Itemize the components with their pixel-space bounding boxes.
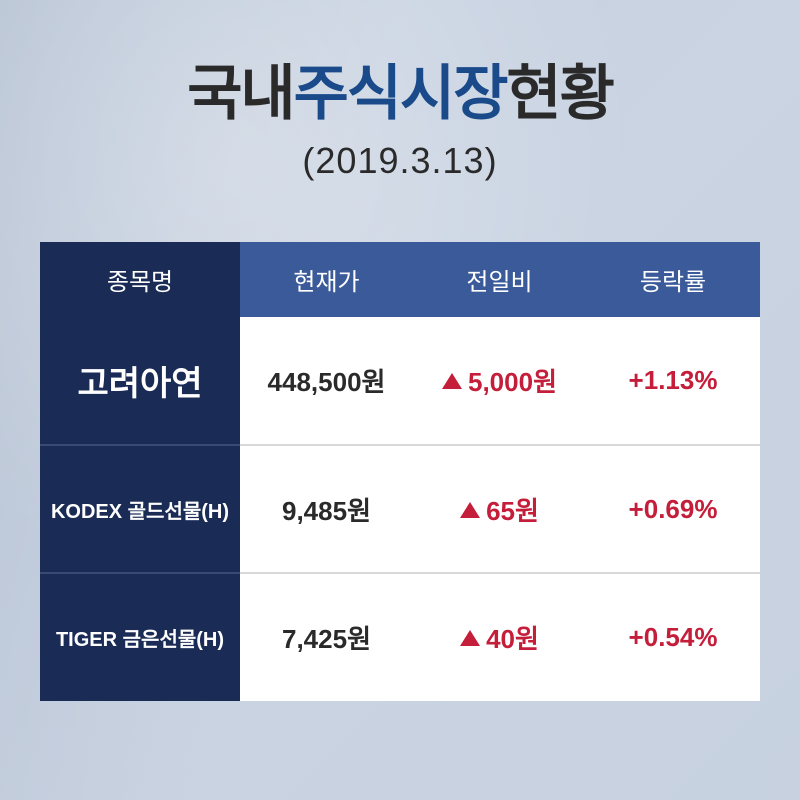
stock-table: 종목명 현재가 전일비 등락률 고려아연 448,500원 5,000원 +1.… [40, 242, 760, 701]
stock-name: 고려아연 [40, 317, 240, 445]
col-header-change: 전일비 [413, 242, 586, 317]
table-row: TIGER 금은선물(H) 7,425원 40원 +0.54% [40, 573, 760, 701]
change-value: 40원 [486, 624, 539, 654]
stock-change: 65원 [413, 445, 586, 573]
up-triangle-icon [442, 373, 462, 389]
stock-change: 40원 [413, 573, 586, 701]
col-header-price: 현재가 [240, 242, 413, 317]
title-date: (2019.3.13) [0, 140, 800, 182]
table-row: KODEX 골드선물(H) 9,485원 65원 +0.69% [40, 445, 760, 573]
title-part2: 주식시장 [294, 60, 507, 127]
up-triangle-icon [460, 502, 480, 518]
stock-price: 9,485원 [240, 445, 413, 573]
page-title: 국내주식시장현황 [187, 45, 613, 132]
col-header-name: 종목명 [40, 242, 240, 317]
col-header-rate: 등락률 [586, 242, 760, 317]
stock-name: KODEX 골드선물(H) [40, 445, 240, 573]
change-value: 5,000원 [468, 367, 557, 397]
stock-change: 5,000원 [413, 317, 586, 445]
change-value: 65원 [486, 496, 539, 526]
stock-rate: +0.69% [586, 445, 760, 573]
title-block: 국내주식시장현황 (2019.3.13) [0, 45, 800, 182]
up-triangle-icon [460, 630, 480, 646]
stock-name: TIGER 금은선물(H) [40, 573, 240, 701]
stock-rate: +0.54% [586, 573, 760, 701]
table-header-row: 종목명 현재가 전일비 등락률 [40, 242, 760, 317]
title-part1: 국내 [187, 60, 293, 127]
stock-price: 7,425원 [240, 573, 413, 701]
table-row: 고려아연 448,500원 5,000원 +1.13% [40, 317, 760, 445]
title-part3: 현황 [506, 60, 612, 127]
stock-price: 448,500원 [240, 317, 413, 445]
stock-rate: +1.13% [586, 317, 760, 445]
stock-status-panel: 국내주식시장현황 (2019.3.13) 종목명 현재가 전일비 등락률 고려아… [0, 0, 800, 701]
